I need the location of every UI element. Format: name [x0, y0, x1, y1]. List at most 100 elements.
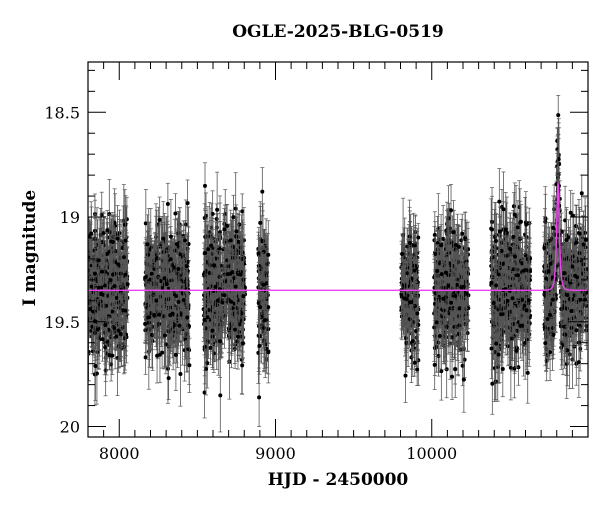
data-point [240, 311, 245, 316]
data-point [185, 315, 190, 320]
data-point [112, 284, 117, 289]
data-point [187, 363, 192, 368]
data-point [143, 221, 148, 226]
data-point [89, 231, 94, 236]
data-point [162, 276, 167, 281]
data-point [162, 333, 167, 338]
data-point [96, 285, 101, 290]
data-point [121, 255, 126, 260]
data-point [116, 262, 121, 267]
data-point [215, 303, 220, 308]
data-point [160, 258, 165, 263]
data-point [174, 242, 179, 247]
data-point [183, 238, 188, 243]
data-point [115, 236, 120, 241]
data-point [217, 230, 222, 235]
data-point [222, 227, 227, 232]
data-point [143, 355, 148, 360]
data-point [110, 353, 115, 358]
data-point [210, 328, 215, 333]
data-point [226, 297, 231, 302]
data-point [88, 307, 92, 312]
data-point [170, 311, 175, 316]
data-point [176, 299, 181, 304]
data-point [178, 372, 183, 377]
data-point [102, 283, 107, 288]
data-point [92, 319, 97, 324]
data-point [235, 339, 240, 344]
data-point [236, 239, 241, 244]
data-point [113, 223, 118, 228]
data-point [184, 264, 189, 269]
data-point [203, 183, 208, 188]
data-point [161, 236, 166, 241]
data-layer [88, 95, 588, 433]
data-point [117, 343, 122, 348]
data-point [168, 257, 173, 262]
data-point [173, 352, 178, 357]
data-point [104, 251, 109, 256]
data-point [116, 328, 121, 333]
data-point [112, 326, 117, 331]
data-point [111, 272, 116, 277]
data-point [100, 337, 105, 342]
data-point [152, 313, 157, 318]
data-point [218, 339, 223, 344]
data-point [98, 292, 103, 297]
data-point [108, 278, 113, 283]
data-point [214, 217, 219, 222]
data-point [160, 350, 165, 355]
data-point [241, 294, 246, 299]
data-point [217, 246, 222, 251]
data-point [157, 217, 162, 222]
data-point [173, 211, 178, 216]
data-point [177, 252, 182, 257]
data-point [91, 309, 96, 314]
data-point [105, 339, 110, 344]
data-point [145, 242, 150, 247]
data-point [99, 269, 104, 274]
data-point [114, 296, 119, 301]
data-point [122, 222, 127, 227]
data-point [181, 298, 186, 303]
data-point [164, 282, 169, 287]
data-point [105, 228, 110, 233]
data-point [154, 281, 159, 286]
data-point [202, 215, 207, 220]
data-point [176, 266, 181, 271]
data-point [103, 345, 108, 350]
data-point [185, 201, 190, 206]
data-point [158, 278, 163, 283]
data-point [92, 271, 97, 276]
data-point [186, 242, 191, 247]
data-point [125, 282, 130, 287]
data-point [96, 258, 101, 263]
data-point [240, 363, 245, 368]
data-point [143, 275, 148, 280]
data-point [89, 284, 94, 289]
data-point [206, 247, 211, 252]
data-point [174, 294, 179, 299]
data-point [177, 323, 182, 328]
data-point [112, 260, 117, 265]
data-point [146, 252, 151, 257]
data-point [218, 393, 223, 398]
data-point [92, 372, 97, 377]
data-point [122, 336, 127, 341]
data-point [208, 345, 213, 350]
data-point [166, 376, 171, 381]
data-point [143, 321, 148, 326]
data-point [149, 332, 154, 337]
data-point [180, 291, 185, 296]
data-point [202, 390, 207, 395]
data-point [231, 215, 236, 220]
data-point [103, 269, 108, 274]
data-point [157, 312, 162, 317]
data-point [147, 315, 152, 320]
data-point [173, 322, 178, 327]
data-point [149, 271, 154, 276]
data-point [168, 234, 173, 239]
data-point [123, 308, 128, 313]
data-point [123, 272, 128, 277]
data-point [93, 364, 98, 369]
